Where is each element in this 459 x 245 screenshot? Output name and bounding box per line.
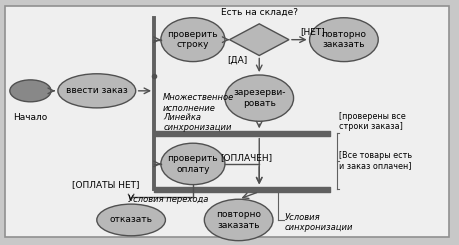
- Circle shape: [10, 80, 51, 102]
- Text: повторно
заказать: повторно заказать: [321, 30, 366, 49]
- Text: Есть на складе?: Есть на складе?: [221, 8, 298, 16]
- Text: [ДА]: [ДА]: [228, 56, 248, 65]
- Ellipse shape: [161, 18, 225, 61]
- Text: Условия
синхронизации: Условия синхронизации: [285, 213, 353, 232]
- Text: повторно
заказать: повторно заказать: [216, 210, 261, 230]
- Ellipse shape: [97, 204, 165, 236]
- Text: ввести заказ: ввести заказ: [66, 86, 128, 95]
- Text: [проверены все
строки заказа]: [проверены все строки заказа]: [339, 111, 406, 131]
- Text: Линейка
синхронизации: Линейка синхронизации: [163, 113, 232, 132]
- Text: проверить
строку: проверить строку: [168, 30, 218, 49]
- Ellipse shape: [225, 75, 294, 121]
- Ellipse shape: [204, 199, 273, 241]
- Text: проверить
оплату: проверить оплату: [168, 154, 218, 174]
- Text: [НЕТ]: [НЕТ]: [301, 27, 325, 36]
- Ellipse shape: [161, 143, 225, 185]
- Text: [ОПЛАЧЕН]: [ОПЛАЧЕН]: [220, 153, 273, 162]
- Text: [Все товары есть
и заказ оплачен]: [Все товары есть и заказ оплачен]: [339, 151, 413, 170]
- Text: зарезерви-
ровать: зарезерви- ровать: [233, 88, 285, 108]
- Text: Начало: Начало: [13, 113, 48, 122]
- Polygon shape: [230, 24, 289, 56]
- Text: Множественное
исполнение: Множественное исполнение: [163, 93, 235, 113]
- Text: отказать: отказать: [110, 215, 152, 224]
- FancyBboxPatch shape: [5, 6, 449, 237]
- Ellipse shape: [309, 18, 378, 61]
- Text: Условия перехода: Условия перехода: [128, 195, 208, 204]
- Text: [ОПЛАТЫ НЕТ]: [ОПЛАТЫ НЕТ]: [72, 180, 139, 189]
- Ellipse shape: [58, 74, 136, 108]
